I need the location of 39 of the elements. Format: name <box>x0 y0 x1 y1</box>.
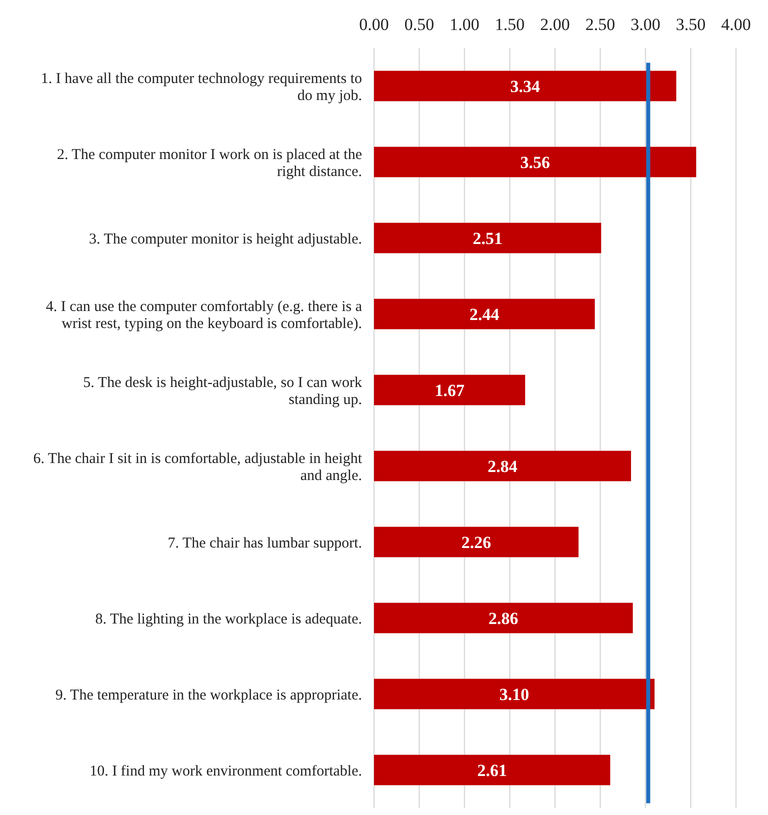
bar <box>374 754 610 786</box>
y-tick-label: 9. The temperature in the workplace is appropriate. <box>55 687 362 704</box>
bar <box>374 678 655 710</box>
x-tick-label: 2.00 <box>540 15 570 34</box>
data-label: 2.61 <box>477 760 507 780</box>
x-tick-label: 3.50 <box>676 15 706 34</box>
y-tick-label: 2. The computer monitor I work on is placed at the right distance. <box>56 146 362 180</box>
x-tick-label: 0.00 <box>359 15 389 34</box>
data-label: 2.51 <box>472 228 502 248</box>
data-label: 3.34 <box>510 76 541 96</box>
y-tick-label: 7. The chair has lumbar support. <box>168 535 362 552</box>
bar <box>374 222 602 254</box>
y-tick-label: 6. The chair I sit in is comfortable, adjustable in height and angle. <box>33 450 363 484</box>
bar <box>374 602 633 634</box>
x-tick-label: 4.00 <box>721 15 751 34</box>
bar <box>374 374 526 406</box>
y-tick-label: 1. I have all the computer technology requirements to do my job. <box>40 70 362 104</box>
y-tick-label: 3. The computer monitor is height adjustable. <box>88 231 362 248</box>
y-tick-label: 10. I find my work environment comfortable. <box>90 763 362 780</box>
y-tick-label: 4. I can use the computer comfortably (e.g. there is a wrist rest, typing on the keyboard is comfortable). <box>46 298 362 332</box>
y-tick-label: 5. The desk is height-adjustable, so I can work standing up. <box>83 374 362 408</box>
data-label: 2.84 <box>488 456 518 476</box>
bar <box>374 70 676 102</box>
data-label: 1.67 <box>434 380 465 400</box>
bar <box>374 526 579 558</box>
bar <box>374 146 696 178</box>
data-label: 2.44 <box>470 304 500 324</box>
data-label: 3.10 <box>499 684 530 704</box>
data-label: 3.56 <box>520 152 550 172</box>
x-tick-label: 3.00 <box>630 15 660 34</box>
x-tick-label: 1.50 <box>494 15 525 34</box>
data-label: 2.26 <box>461 532 492 552</box>
bar <box>374 298 595 330</box>
bar <box>374 450 632 482</box>
data-label: 2.86 <box>488 608 518 628</box>
y-tick-label: 8. The lighting in the workplace is adequate. <box>95 611 362 628</box>
x-tick-label: 2.50 <box>585 15 616 34</box>
x-tick-label: 1.00 <box>450 15 480 34</box>
x-tick-label: 0.50 <box>404 15 434 34</box>
